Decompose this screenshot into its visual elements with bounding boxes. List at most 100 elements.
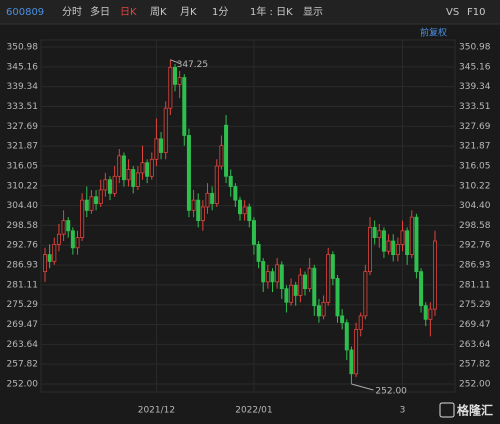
candle-body	[177, 77, 182, 85]
toolbar-button[interactable]: VS	[446, 7, 459, 18]
candle-body	[172, 66, 177, 85]
y-tick-label-right: 257.82	[459, 360, 491, 370]
candle-body	[205, 192, 210, 208]
candle-body	[56, 233, 61, 245]
y-tick-label-right: 252.00	[459, 380, 491, 390]
stock-code: 600809	[6, 7, 44, 18]
candle-body	[363, 271, 368, 317]
y-tick-label: 275.29	[7, 300, 39, 310]
y-tick-label: 298.58	[7, 221, 39, 231]
candle-body	[302, 274, 307, 290]
candle-body	[224, 124, 229, 177]
candle-body	[344, 322, 349, 351]
max-label: 347.25	[177, 60, 209, 70]
x-tick-label: 2022/01	[235, 406, 272, 416]
candle-body	[43, 254, 48, 273]
candle-body	[270, 271, 275, 283]
candle-body	[94, 196, 99, 204]
candle-body	[247, 206, 252, 221]
y-tick-label: 310.22	[7, 181, 39, 191]
y-tick-label-right: 286.93	[459, 261, 491, 271]
x-tick-label: 3	[400, 406, 406, 416]
candle-body	[70, 230, 75, 249]
y-tick-label: 269.47	[7, 320, 39, 330]
candle-body	[428, 308, 433, 320]
toolbar-button[interactable]: F10	[467, 7, 485, 18]
y-tick-label-right: 269.47	[459, 320, 491, 330]
candle-body	[108, 179, 113, 194]
candle-body	[168, 66, 173, 109]
candle-body	[316, 305, 321, 317]
y-tick-label-right: 321.87	[459, 142, 491, 152]
candle-body	[377, 230, 382, 238]
y-tick-label-right: 298.58	[459, 221, 491, 231]
y-tick-label-right: 333.51	[459, 102, 491, 112]
candle-body	[307, 267, 312, 290]
y-tick-label: 252.00	[7, 380, 39, 390]
candle-body	[275, 264, 280, 283]
toolbar-tab[interactable]: 多日	[90, 5, 110, 18]
toolbar-tab[interactable]: 周K	[150, 6, 167, 18]
candle-body	[432, 240, 437, 310]
toolbar-tab[interactable]: 分时	[62, 6, 82, 18]
y-tick-label: 304.40	[7, 201, 39, 211]
y-tick-label-right: 316.05	[459, 161, 491, 171]
y-tick-label: 333.51	[7, 102, 39, 112]
candle-body	[251, 220, 256, 245]
candle-body	[256, 244, 261, 262]
candle-body	[182, 77, 187, 136]
candle-body	[326, 254, 331, 303]
candle-body	[135, 172, 140, 187]
y-tick-label-right: 275.29	[459, 300, 491, 310]
candle-body	[66, 220, 71, 232]
candle-body	[293, 284, 298, 296]
candle-body	[228, 175, 233, 187]
y-tick-label: 345.16	[7, 62, 39, 72]
candle-body	[372, 226, 377, 238]
candle-body	[154, 138, 159, 160]
toolbar-tab[interactable]: 1年 : 日K	[250, 5, 293, 18]
candle-body	[409, 216, 414, 256]
candle-body	[414, 216, 419, 273]
candle-body	[237, 199, 242, 215]
candle-body	[312, 267, 317, 307]
y-tick-label: 286.93	[7, 261, 39, 271]
toolbar-tab[interactable]: 日K	[120, 7, 137, 18]
candle-body	[395, 244, 400, 256]
candle-body	[381, 230, 386, 252]
y-tick-label: 321.87	[7, 142, 39, 152]
candle-body	[126, 169, 131, 181]
toolbar-tab[interactable]: 月K	[180, 6, 197, 18]
candle-body	[265, 271, 270, 283]
candle-body	[219, 145, 224, 167]
candle-body	[261, 261, 266, 283]
toolbar-tab[interactable]: 显示	[303, 6, 323, 18]
candle-body	[330, 254, 335, 279]
y-tick-label: 292.76	[7, 241, 39, 251]
x-tick-label: 2021/12	[138, 406, 175, 416]
candle-body	[284, 288, 289, 303]
candle-body	[405, 230, 410, 256]
candle-body	[289, 284, 294, 303]
y-tick-label: 350.98	[7, 43, 39, 53]
y-tick-label: 327.69	[7, 122, 39, 132]
candle-body	[163, 107, 168, 153]
candle-body	[279, 264, 284, 290]
y-tick-label-right: 281.11	[459, 280, 491, 290]
candle-body	[149, 158, 154, 177]
y-tick-label-right: 292.76	[459, 241, 491, 251]
candle-body	[214, 165, 219, 204]
adjust-label[interactable]: 前复权	[420, 27, 447, 39]
candle-body	[145, 162, 150, 177]
candle-body	[391, 240, 396, 256]
candle-body	[242, 206, 247, 215]
candle-body	[335, 278, 340, 317]
candle-body	[210, 192, 215, 204]
candle-body	[84, 199, 89, 211]
candle-body	[80, 199, 85, 238]
candle-body	[117, 155, 122, 177]
candle-body	[386, 240, 391, 252]
toolbar-tab[interactable]: 1分	[212, 6, 228, 18]
y-tick-label: 263.64	[7, 340, 39, 350]
candle-body	[121, 155, 126, 181]
